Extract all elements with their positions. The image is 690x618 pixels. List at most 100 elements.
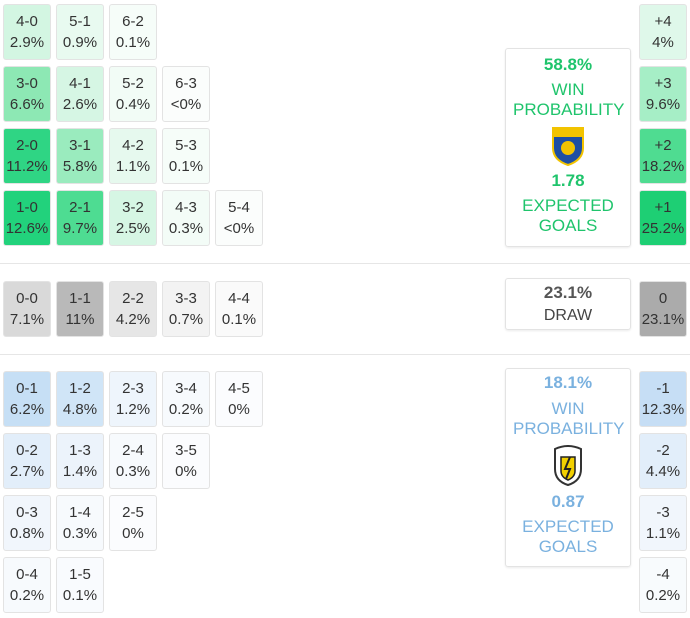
- cell-text: 6.2%: [9, 401, 45, 418]
- cell-text: <0%: [223, 220, 255, 237]
- cell-text: 12.3%: [641, 401, 685, 418]
- cell-text: 1.4%: [62, 463, 98, 480]
- cell-text: <0%: [170, 96, 202, 113]
- cell-text: 4.2%: [115, 311, 151, 328]
- home-logo: [552, 127, 584, 166]
- cell-text: 3-0: [16, 75, 38, 92]
- cell-text: 2-2: [122, 290, 144, 307]
- cell-text: 4%: [652, 34, 674, 51]
- cell-text: 3-2: [122, 199, 144, 216]
- cell-text: 18.2%: [641, 158, 685, 175]
- score-cell: 0-3 0.8%: [3, 495, 51, 551]
- draw-label: DRAW: [543, 307, 593, 324]
- home-summary: 58.8% WIN PROBABILITY 1.78 EXPECTED GOAL…: [505, 48, 631, 247]
- cell-text: 0.1%: [221, 311, 257, 328]
- score-cell: 4-3 0.3%: [162, 190, 210, 246]
- cell-text: 2.6%: [62, 96, 98, 113]
- cell-text: 5-1: [69, 13, 91, 30]
- cell-text: 4-2: [122, 137, 144, 154]
- score-cell: 3-5 0%: [162, 433, 210, 489]
- win-pct: 18.1%: [543, 373, 593, 392]
- cell-text: -2: [656, 442, 670, 459]
- score-cell: 2-2 4.2%: [109, 281, 157, 337]
- separator: [0, 354, 690, 355]
- cell-text: 3-3: [175, 290, 197, 307]
- cell-text: 6-3: [175, 75, 197, 92]
- cell-text: 25.2%: [641, 220, 685, 237]
- margin-cell: +4 4%: [639, 4, 687, 60]
- cell-text: 11%: [65, 311, 95, 328]
- cell-text: 2-3: [122, 380, 144, 397]
- cell-text: 0.3%: [62, 525, 98, 542]
- cell-text: 1-5: [69, 566, 91, 583]
- score-cell: 2-1 9.7%: [56, 190, 104, 246]
- score-cell: 3-0 6.6%: [3, 66, 51, 122]
- score-cell: 4-4 0.1%: [215, 281, 263, 337]
- score-cell: 4-1 2.6%: [56, 66, 104, 122]
- draw-summary: 23.1% DRAW: [505, 278, 631, 330]
- cell-text: 11.2%: [6, 158, 48, 175]
- margin-cell: +1 25.2%: [639, 190, 687, 246]
- score-cell: 1-4 0.3%: [56, 495, 104, 551]
- cell-text: 0.2%: [9, 587, 45, 604]
- margin-cell: -2 4.4%: [639, 433, 687, 489]
- win-label: WIN PROBABILITY: [513, 80, 625, 119]
- score-cell: 3-2 2.5%: [109, 190, 157, 246]
- cell-text: 0%: [122, 525, 144, 542]
- cell-text: 0%: [228, 401, 250, 418]
- cell-text: 3-4: [175, 380, 197, 397]
- cell-text: 6-2: [122, 13, 144, 30]
- cell-text: 1.1%: [115, 158, 151, 175]
- cell-text: 9.7%: [62, 220, 98, 237]
- margin-cell: +3 9.6%: [639, 66, 687, 122]
- cell-text: +3: [654, 75, 672, 92]
- cell-text: 7.1%: [9, 311, 45, 328]
- cell-text: 0-1: [16, 380, 38, 397]
- score-cell: 0-4 0.2%: [3, 557, 51, 613]
- score-cell: 0-0 7.1%: [3, 281, 51, 337]
- cell-text: +1: [654, 199, 672, 216]
- score-cell: 3-1 5.8%: [56, 128, 104, 184]
- cell-text: 2-1: [69, 199, 91, 216]
- cell-text: 0-2: [16, 442, 38, 459]
- cell-text: 2-5: [122, 504, 144, 521]
- cell-text: 1.2%: [115, 401, 151, 418]
- score-cell: 5-2 0.4%: [109, 66, 157, 122]
- win-label: WIN PROBABILITY: [513, 399, 625, 438]
- cell-text: 2.7%: [9, 463, 45, 480]
- away-summary: 18.1% WIN PROBABILITY 0.87 EXPECTED GOAL…: [505, 368, 631, 567]
- cell-text: 0.9%: [62, 34, 98, 51]
- cell-text: -4: [656, 566, 670, 583]
- score-cell: 2-5 0%: [109, 495, 157, 551]
- cell-text: 0-0: [16, 290, 38, 307]
- cell-text: 5.8%: [62, 158, 98, 175]
- score-cell: 1-0 12.6%: [3, 190, 51, 246]
- cell-text: 5-4: [228, 199, 250, 216]
- cell-text: 2.9%: [9, 34, 45, 51]
- margin-cell: -1 12.3%: [639, 371, 687, 427]
- cell-text: +2: [654, 137, 672, 154]
- score-cell: 4-2 1.1%: [109, 128, 157, 184]
- score-cell: 1-1 11%: [56, 281, 104, 337]
- cell-text: 3-5: [175, 442, 197, 459]
- cell-text: 0.2%: [645, 587, 681, 604]
- cell-text: 4-4: [228, 290, 250, 307]
- away-logo: [554, 445, 582, 487]
- score-cell: 6-2 0.1%: [109, 4, 157, 60]
- cell-text: 4.4%: [645, 463, 681, 480]
- score-cell: 0-2 2.7%: [3, 433, 51, 489]
- cell-text: 0.4%: [115, 96, 151, 113]
- score-cell: 6-3 <0%: [162, 66, 210, 122]
- margin-cell: -4 0.2%: [639, 557, 687, 613]
- cell-text: 1-0: [16, 199, 38, 216]
- score-cell: 0-1 6.2%: [3, 371, 51, 427]
- cell-text: 9.6%: [645, 96, 681, 113]
- margin-cell: -3 1.1%: [639, 495, 687, 551]
- score-cell: 2-3 1.2%: [109, 371, 157, 427]
- cell-text: 0.8%: [9, 525, 45, 542]
- cell-text: 3-1: [69, 137, 91, 154]
- cell-text: 0.1%: [62, 587, 98, 604]
- cell-text: 0-4: [16, 566, 38, 583]
- score-cell: 5-1 0.9%: [56, 4, 104, 60]
- cell-text: 4-1: [69, 75, 91, 92]
